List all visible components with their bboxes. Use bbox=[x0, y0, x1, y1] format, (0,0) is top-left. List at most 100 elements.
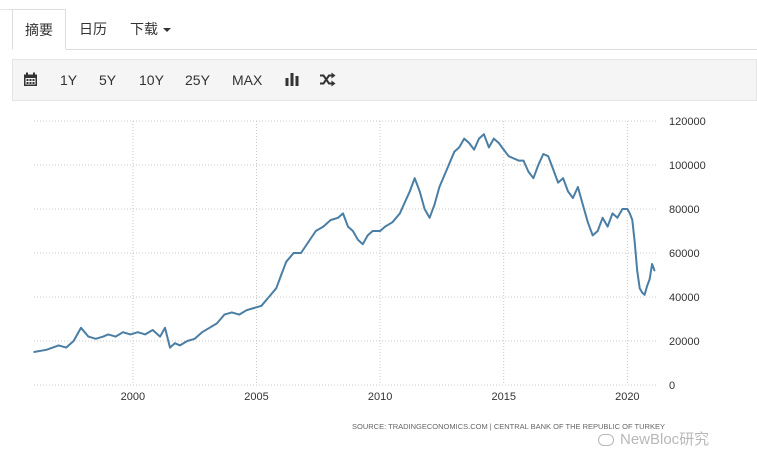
range-25y-button[interactable]: 25Y bbox=[185, 72, 210, 88]
data-point bbox=[463, 137, 465, 140]
data-point bbox=[591, 234, 594, 237]
data-point bbox=[80, 327, 82, 329]
data-point bbox=[33, 351, 35, 353]
data-point bbox=[577, 186, 579, 188]
data-point bbox=[57, 344, 60, 347]
data-point bbox=[512, 157, 515, 160]
data-point bbox=[453, 151, 456, 153]
data-point bbox=[636, 269, 639, 272]
tab-download-label: 下载 bbox=[130, 21, 158, 37]
data-point bbox=[342, 212, 344, 215]
data-point bbox=[532, 177, 535, 179]
chart-toolbar: 1Y 5Y 10Y 25Y MAX bbox=[12, 59, 757, 101]
data-point bbox=[151, 329, 154, 331]
range-10y-button[interactable]: 10Y bbox=[139, 72, 164, 88]
data-point bbox=[391, 221, 394, 223]
x-tick-label: 2010 bbox=[368, 391, 392, 403]
data-point bbox=[638, 287, 641, 289]
data-point bbox=[260, 305, 263, 307]
data-point bbox=[399, 212, 401, 215]
data-point bbox=[643, 294, 646, 296]
data-point bbox=[292, 252, 295, 254]
tab-calendar-label: 日历 bbox=[79, 21, 107, 37]
data-point bbox=[404, 201, 406, 204]
data-point bbox=[418, 190, 421, 193]
data-point bbox=[164, 327, 166, 329]
data-point bbox=[379, 230, 381, 232]
data-point bbox=[596, 230, 599, 232]
data-point bbox=[483, 133, 485, 135]
data-point bbox=[413, 177, 416, 179]
data-point bbox=[648, 278, 651, 281]
y-tick-label: 0 bbox=[669, 380, 675, 392]
data-point bbox=[626, 208, 629, 210]
data-point bbox=[107, 333, 109, 336]
data-point bbox=[557, 181, 559, 184]
data-point bbox=[586, 221, 589, 223]
data-point bbox=[169, 346, 171, 349]
series-line bbox=[33, 133, 656, 353]
tab-calendar[interactable]: 日历 bbox=[67, 9, 119, 49]
data-point bbox=[275, 287, 278, 289]
watermark-text: NewBloc研究 bbox=[620, 431, 710, 448]
tab-summary[interactable]: 摘要 bbox=[12, 9, 66, 50]
data-point bbox=[601, 217, 604, 219]
data-point bbox=[186, 340, 189, 342]
x-tick-label: 2005 bbox=[244, 391, 268, 403]
data-point bbox=[468, 142, 470, 144]
data-point bbox=[527, 170, 530, 173]
data-point bbox=[621, 208, 624, 210]
data-point bbox=[507, 155, 510, 157]
range-max-button[interactable]: MAX bbox=[232, 72, 263, 88]
tab-download[interactable]: 下载 bbox=[118, 9, 183, 49]
data-point bbox=[651, 263, 653, 265]
data-point bbox=[230, 311, 233, 314]
data-point bbox=[357, 239, 359, 241]
data-point bbox=[223, 313, 226, 316]
chevron-down-icon bbox=[163, 28, 171, 33]
data-point bbox=[653, 269, 656, 272]
data-point bbox=[606, 225, 609, 228]
data-point bbox=[315, 230, 317, 232]
data-point bbox=[488, 146, 490, 149]
data-point bbox=[285, 261, 287, 263]
data-point bbox=[322, 225, 325, 228]
data-point bbox=[517, 159, 520, 162]
data-point bbox=[616, 217, 619, 219]
data-point bbox=[245, 309, 248, 311]
data-point bbox=[45, 349, 48, 351]
data-point bbox=[280, 274, 283, 276]
data-point bbox=[193, 338, 196, 340]
data-point bbox=[438, 186, 441, 188]
data-point bbox=[572, 197, 574, 199]
data-point bbox=[631, 219, 634, 221]
calendar-icon[interactable] bbox=[23, 72, 38, 92]
data-point bbox=[114, 335, 117, 338]
data-point bbox=[174, 342, 176, 344]
y-tick-label: 40000 bbox=[669, 292, 700, 304]
data-point bbox=[144, 333, 147, 336]
data-point bbox=[307, 241, 310, 243]
data-point bbox=[253, 307, 255, 309]
data-point bbox=[201, 331, 203, 333]
data-point bbox=[362, 243, 364, 245]
data-point bbox=[552, 168, 554, 171]
data-point bbox=[433, 203, 436, 206]
data-point bbox=[646, 285, 648, 287]
data-point bbox=[65, 346, 67, 349]
shuffle-icon[interactable] bbox=[319, 72, 336, 92]
data-point bbox=[562, 177, 564, 179]
data-point bbox=[408, 190, 411, 193]
data-point bbox=[567, 190, 569, 193]
bar-chart-icon[interactable] bbox=[285, 72, 299, 92]
x-tick-label: 2015 bbox=[491, 391, 515, 403]
data-point bbox=[629, 212, 631, 215]
tab-bar: 摘要 日历 下载 bbox=[12, 9, 757, 50]
range-5y-button[interactable]: 5Y bbox=[99, 72, 117, 88]
data-point bbox=[366, 234, 369, 237]
data-point bbox=[179, 344, 181, 347]
data-point bbox=[300, 252, 302, 254]
range-1y-button[interactable]: 1Y bbox=[60, 72, 78, 88]
data-point bbox=[95, 338, 97, 340]
data-point bbox=[478, 137, 480, 140]
